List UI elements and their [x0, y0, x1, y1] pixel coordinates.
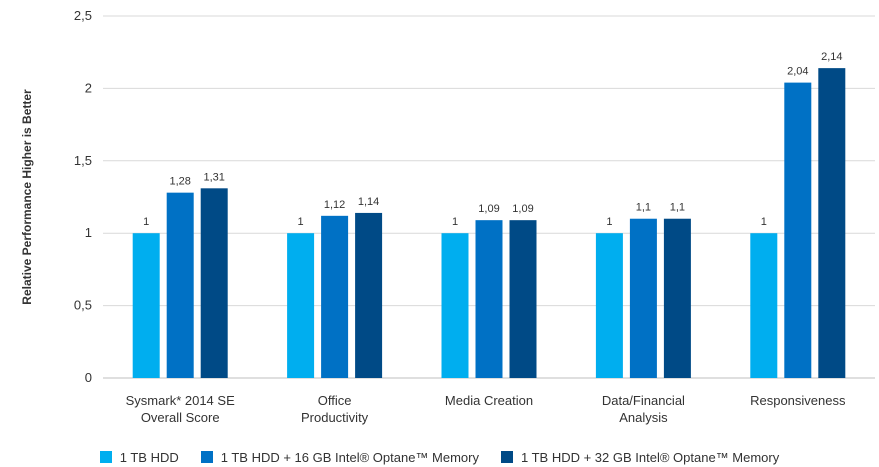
bar-series-1	[287, 233, 315, 378]
x-category-label: Data/Financial	[602, 393, 685, 408]
data-label: 1,12	[324, 199, 345, 211]
data-label: 1,09	[512, 203, 533, 215]
bar-series-1	[132, 233, 160, 378]
legend-item: 1 TB HDD + 16 GB Intel® Optane™ Memory	[200, 447, 479, 467]
y-tick-label: 1	[85, 225, 92, 240]
data-label: 2,04	[787, 66, 808, 78]
data-label: 1	[606, 216, 612, 228]
x-category-label: Productivity	[301, 410, 369, 425]
bar-series-1	[441, 233, 469, 378]
y-tick-label: 2	[85, 80, 92, 95]
bar-series-3	[663, 218, 691, 378]
y-tick-label: 2,5	[74, 8, 92, 23]
bar-series-2	[629, 218, 657, 378]
x-category-label: Office	[318, 393, 352, 408]
y-tick-label: 0,5	[74, 298, 92, 313]
data-label: 1,14	[358, 196, 379, 208]
data-label: 1	[761, 216, 767, 228]
data-label: 2,14	[821, 51, 842, 63]
data-label: 1,28	[169, 176, 190, 188]
chart-legend: 1 TB HDD 1 TB HDD + 16 GB Intel® Optane™ …	[0, 447, 879, 467]
legend-swatch	[200, 451, 213, 463]
data-label: 1,1	[670, 202, 685, 214]
legend-label: 1 TB HDD	[119, 449, 179, 465]
x-category-label: Sysmark* 2014 SE	[126, 393, 235, 408]
x-category-label: Analysis	[619, 410, 668, 425]
legend-item: 1 TB HDD	[99, 447, 179, 467]
bar-series-3	[818, 68, 846, 379]
y-axis-title: Relative Performance Higher is Better	[20, 89, 34, 305]
bar-series-2	[166, 192, 194, 378]
data-label: 1,31	[203, 171, 224, 183]
bar-series-1	[750, 233, 778, 378]
bar-series-3	[200, 188, 228, 378]
data-label: 1	[143, 216, 149, 228]
legend-label: 1 TB HDD + 16 GB Intel® Optane™ Memory	[220, 449, 479, 465]
y-tick-label: 0	[85, 370, 92, 385]
bar-series-2	[321, 215, 349, 378]
x-category-label: Media Creation	[445, 393, 533, 408]
bar-series-2	[475, 220, 503, 378]
legend-label: 1 TB HDD + 32 GB Intel® Optane™ Memory	[521, 449, 780, 465]
data-label: 1,1	[636, 202, 651, 214]
data-label: 1	[452, 216, 458, 228]
bar-series-2	[784, 82, 812, 378]
bar-chart: 0 0,5 1 1,5 2 2,5 Relative Performance Higher …	[20, 8, 875, 425]
data-label: 1,09	[478, 203, 499, 215]
bar-series-1	[595, 233, 623, 378]
x-category-label: Overall Score	[141, 410, 220, 425]
bar-series-3	[509, 220, 537, 378]
x-category-label: Responsiveness	[750, 393, 846, 408]
legend-swatch	[501, 451, 513, 463]
legend-item: 1 TB HDD + 32 GB Intel® Optane™ Memory	[501, 447, 779, 467]
bar-series-3	[355, 212, 383, 378]
y-tick-label: 1,5	[74, 153, 92, 168]
legend-swatch	[99, 451, 112, 463]
data-label: 1	[298, 216, 304, 228]
